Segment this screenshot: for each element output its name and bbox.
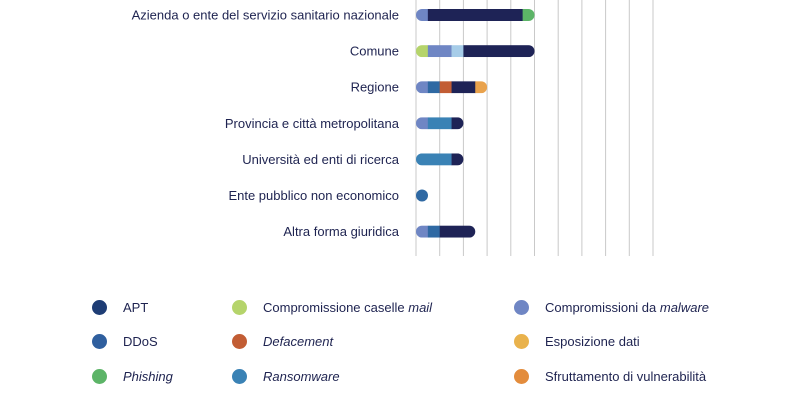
legend: APT Compromissione caselle mail Compromi… xyxy=(0,290,800,400)
legend-swatch xyxy=(92,368,107,384)
bar-segments xyxy=(416,117,464,130)
bar-row xyxy=(416,189,428,202)
bar-segment-ddos xyxy=(427,225,440,238)
legend-item-apt: APT xyxy=(92,297,148,317)
bar-segment-compromissioni_malware xyxy=(416,81,429,94)
category-label: Azienda o ente del servizio sanitario na… xyxy=(132,8,399,23)
bar-segment-esposizione_dati xyxy=(451,45,464,58)
legend-swatch xyxy=(92,333,107,349)
bar-segment-compromissioni_malware xyxy=(416,9,429,21)
category-labels: Azienda o ente del servizio sanitario na… xyxy=(132,8,400,240)
legend-swatch xyxy=(514,299,529,315)
legend-item-esposizione-dati: Esposizione dati xyxy=(514,331,640,351)
legend-item-defacement: Defacement xyxy=(232,331,333,351)
gridlines xyxy=(415,0,654,256)
legend-item-ddos: DDoS xyxy=(92,331,158,351)
category-label: Università ed enti di ricerca xyxy=(242,152,400,167)
category-label: Altra forma giuridica xyxy=(283,224,399,239)
bar-segments xyxy=(416,153,464,166)
bar-segment-compromissione_mail xyxy=(416,45,429,58)
legend-label: Compromissioni da malware xyxy=(545,299,709,315)
bars xyxy=(416,9,535,238)
legend-label: Sfruttamento di vulnerabilità xyxy=(545,368,707,384)
legend-swatch xyxy=(514,368,529,384)
legend-label: Phishing xyxy=(123,368,173,384)
legend-swatch xyxy=(232,333,247,349)
bar-segment-apt xyxy=(451,153,464,166)
bar-segments xyxy=(416,225,476,238)
legend-item-compromissione-mail: Compromissione caselle mail xyxy=(232,297,432,317)
legend-label: Ransomware xyxy=(263,368,340,384)
legend-label: APT xyxy=(123,299,149,315)
legend-item-sfruttamento-vulnerabilita: Sfruttamento di vulnerabilità xyxy=(514,366,706,386)
stacked-bar-chart: Azienda o ente del servizio sanitario na… xyxy=(132,0,654,256)
bar-row xyxy=(416,153,464,166)
legend-label: Esposizione dati xyxy=(545,333,640,349)
legend-swatch xyxy=(514,333,529,349)
legend-item-compromissioni-malware: Compromissioni da malware xyxy=(514,297,709,317)
bar-segment-apt xyxy=(463,45,535,58)
bar-row xyxy=(416,45,535,58)
bar-segment-apt xyxy=(451,81,476,94)
bar-segment-defacement xyxy=(439,81,452,94)
legend-swatch xyxy=(232,368,247,384)
bar-segment-ransomware xyxy=(427,117,452,130)
bar-row xyxy=(416,9,535,21)
legend-item-ransomware: Ransomware xyxy=(232,366,340,386)
bar-segment-ddos xyxy=(427,81,440,94)
bar-segments xyxy=(416,189,428,202)
bar-segment-phishing xyxy=(522,9,535,21)
category-label: Regione xyxy=(351,80,399,95)
bar-segments xyxy=(416,81,488,94)
bar-segment-ransomware xyxy=(416,153,452,166)
bar-segment-compromissioni_malware xyxy=(416,225,429,238)
legend-label: Compromissione caselle mail xyxy=(263,299,433,315)
legend-swatch xyxy=(232,299,247,315)
bar-segments xyxy=(416,45,535,58)
category-label: Ente pubblico non economico xyxy=(228,188,399,203)
bar-segment-malware_2 xyxy=(427,45,452,58)
bar-segment-ddos xyxy=(416,189,428,202)
bar-segment-sfruttamento_vulnerabilita xyxy=(475,81,488,94)
bar-row xyxy=(416,117,464,130)
legend-item-phishing: Phishing xyxy=(92,366,173,386)
category-label: Comune xyxy=(350,44,399,59)
legend-label: DDoS xyxy=(123,333,158,349)
bar-row xyxy=(416,225,476,238)
bar-segments xyxy=(416,9,535,21)
legend-label: Defacement xyxy=(263,333,334,349)
category-label: Provincia e città metropolitana xyxy=(225,116,400,131)
legend-swatch xyxy=(92,299,107,315)
bar-segment-compromissioni_malware xyxy=(416,117,429,130)
bar-segment-apt xyxy=(451,117,464,130)
bar-segment-apt xyxy=(427,9,523,21)
bar-row xyxy=(416,81,488,94)
bar-segment-apt xyxy=(439,225,476,238)
